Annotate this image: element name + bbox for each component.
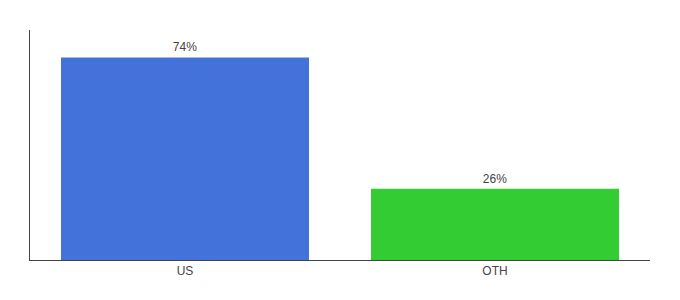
svg-text:US: US bbox=[177, 264, 194, 278]
svg-text:OTH: OTH bbox=[482, 264, 507, 278]
svg-text:74%: 74% bbox=[173, 40, 197, 54]
svg-text:26%: 26% bbox=[483, 172, 507, 186]
